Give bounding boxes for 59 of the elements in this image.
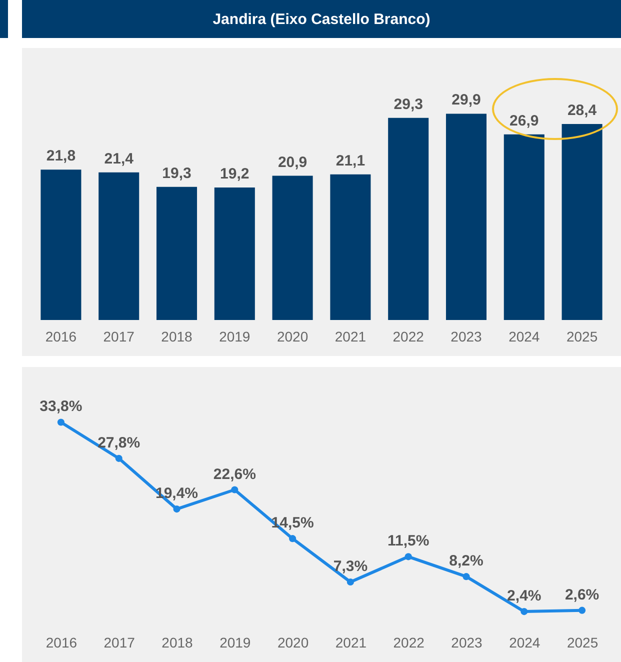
data-label: 27,8% (98, 434, 140, 452)
bar (504, 134, 544, 320)
point (520, 608, 528, 616)
bar (214, 188, 255, 320)
x-tick-label: 2020 (277, 634, 309, 650)
data-label: 20,9 (278, 154, 308, 171)
x-tick-label: 2024 (509, 634, 540, 650)
data-label: 21,8 (46, 148, 76, 165)
point (404, 553, 412, 560)
bar (330, 174, 371, 320)
x-tick-label: 2019 (220, 634, 251, 650)
point (231, 486, 238, 494)
point (173, 506, 180, 513)
chart-title: Jandira (Eixo Castello Branco) (22, 0, 621, 38)
point (578, 606, 586, 614)
point (462, 573, 470, 580)
data-label: 19,3 (162, 164, 192, 182)
point (289, 535, 296, 542)
bar (562, 124, 602, 320)
x-tick-label: 2022 (393, 634, 425, 650)
x-tick-label: 2023 (450, 328, 482, 344)
x-tick-label: 2020 (276, 328, 308, 344)
x-tick-label: 2018 (162, 634, 194, 650)
point (115, 454, 122, 462)
data-label: 2,4% (507, 588, 542, 605)
bar (156, 186, 198, 320)
data-label: 8,2% (449, 552, 484, 570)
data-label: 7,3% (333, 558, 368, 575)
data-label: 28,4 (567, 102, 598, 120)
bar (388, 118, 429, 320)
x-tick-label: 2017 (104, 634, 136, 650)
data-label: 29,9 (452, 92, 481, 109)
x-tick-label: 2018 (161, 328, 193, 344)
x-tick-label: 2025 (566, 328, 598, 344)
x-tick-label: 2023 (451, 634, 483, 650)
x-tick-label: 2025 (566, 634, 598, 650)
bar (98, 172, 140, 320)
data-label: 21,4 (104, 150, 134, 168)
data-label: 26,9 (510, 112, 539, 130)
bar (272, 176, 313, 320)
data-label: 11,5% (387, 532, 430, 550)
x-tick-label: 2019 (219, 328, 250, 344)
bar (40, 170, 82, 320)
data-label: 21,1 (336, 152, 366, 170)
data-label: 19,2 (220, 166, 250, 183)
data-label: 33,8% (40, 398, 82, 416)
x-tick-label: 2016 (45, 328, 77, 344)
point (57, 418, 64, 426)
data-label: 2,6% (564, 586, 600, 604)
point (346, 578, 354, 586)
x-tick-label: 2024 (508, 328, 540, 344)
x-tick-label: 2017 (103, 328, 135, 344)
x-tick-label: 2021 (334, 328, 366, 344)
x-tick-label: 2021 (335, 634, 367, 650)
bar (446, 114, 487, 320)
x-tick-label: 2022 (392, 328, 424, 344)
data-label: 22,6% (213, 466, 256, 483)
data-label: 29,3 (394, 96, 423, 113)
x-tick-label: 2016 (46, 634, 78, 650)
